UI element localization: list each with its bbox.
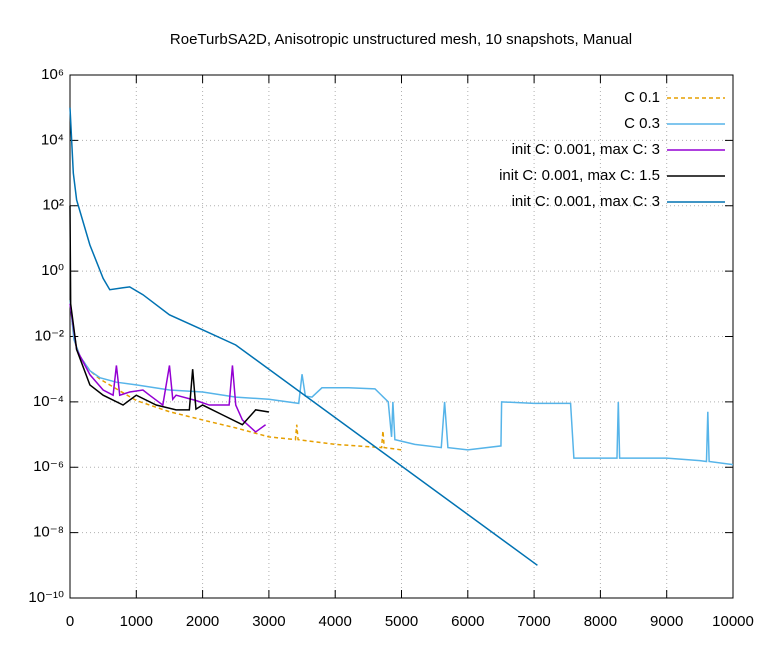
series-line (69, 303, 267, 433)
x-tick-label: 7000 (517, 613, 550, 630)
x-tick-label: 4000 (319, 613, 352, 630)
x-tick-label: 2000 (186, 613, 219, 630)
x-tick-label: 0 (66, 613, 74, 630)
chart-title: RoeTurbSA2D, Anisotropic unstructured me… (170, 31, 632, 48)
x-tick-label: 5000 (385, 613, 418, 630)
legend-label: C 0.1 (624, 89, 660, 106)
x-tick-label: 1000 (120, 613, 153, 630)
legend-label: init C: 0.001, max C: 1.5 (499, 167, 660, 184)
x-tick-label: 10000 (712, 613, 754, 630)
y-tick-label: 10⁻⁸ (33, 524, 64, 541)
y-tick-label: 10⁶ (41, 66, 64, 83)
y-tick-label: 10² (42, 197, 64, 214)
y-tick-label: 10⁴ (41, 131, 64, 148)
y-tick-label: 10⁰ (41, 262, 64, 279)
series-line (69, 107, 538, 566)
legend-label: init C: 0.001, max C: 3 (512, 141, 660, 158)
x-tick-label: 8000 (584, 613, 617, 630)
y-tick-label: 10⁻² (34, 327, 64, 344)
legend-label: init C: 0.001, max C: 3 (512, 193, 660, 210)
series-line (69, 205, 270, 426)
x-tick-label: 6000 (451, 613, 484, 630)
y-tick-label: 10⁻⁶ (33, 458, 64, 475)
legend-label: C 0.3 (624, 115, 660, 132)
x-tick-label: 3000 (252, 613, 285, 630)
plot-frame (69, 74, 734, 599)
x-tick-label: 9000 (650, 613, 683, 630)
y-tick-label: 10⁻⁴ (33, 393, 64, 410)
series-line (69, 300, 734, 466)
series-line (69, 300, 402, 451)
y-tick-label: 10⁻¹⁰ (28, 589, 64, 606)
